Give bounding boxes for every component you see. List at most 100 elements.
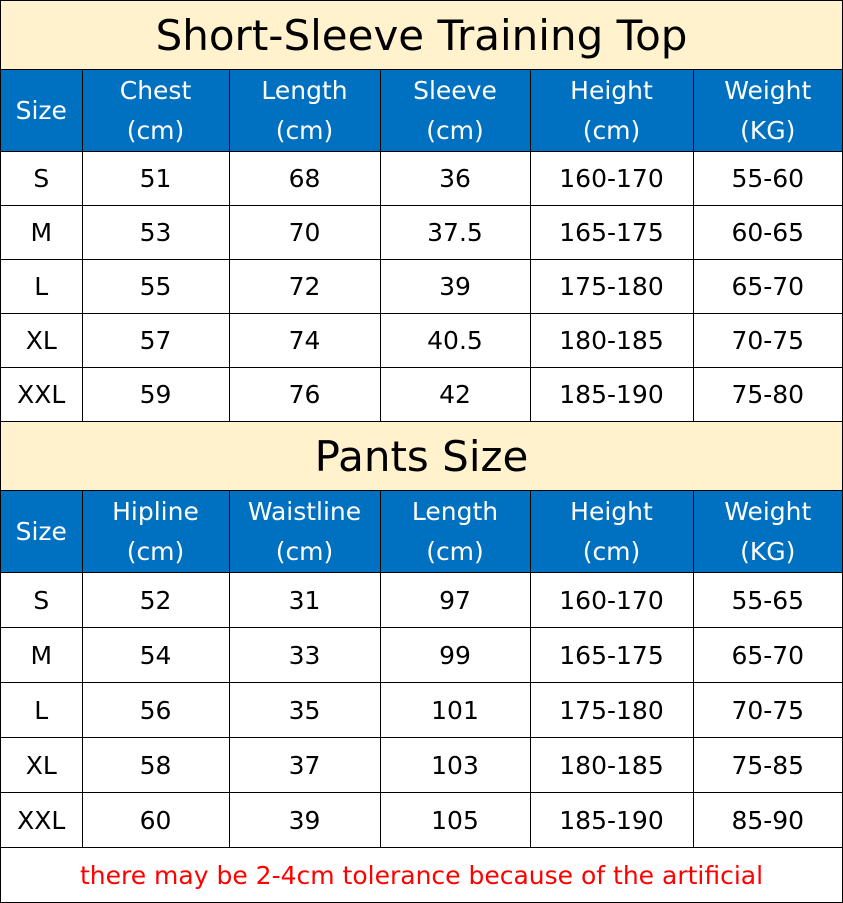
size-cell: L xyxy=(1,259,83,314)
top-title-row: Short-Sleeve Training Top xyxy=(1,1,843,70)
table-row: S 52 31 97 160-170 55-65 xyxy=(1,572,843,628)
size-cell: S xyxy=(1,572,83,628)
value-cell: 33 xyxy=(228,627,381,683)
size-cell: XL xyxy=(1,737,83,793)
column-header: Height (cm) xyxy=(529,69,694,152)
value-cell: 185-190 xyxy=(529,367,694,422)
size-cell: XXL xyxy=(1,367,83,422)
table-row: S 51 68 36 160-170 55-60 xyxy=(1,151,843,206)
header-unit: (cm) xyxy=(582,115,641,145)
value-cell: 101 xyxy=(379,682,531,738)
header-unit: (cm) xyxy=(275,536,334,566)
header-label: Size xyxy=(15,95,67,125)
value-cell: 105 xyxy=(379,792,531,848)
value-cell: 54 xyxy=(81,627,230,683)
size-cell: M xyxy=(1,627,83,683)
size-cell: L xyxy=(1,682,83,738)
column-header: Weight (KG) xyxy=(692,69,843,152)
table-row: L 55 72 39 175-180 65-70 xyxy=(1,259,843,314)
value-cell: 51 xyxy=(81,151,230,206)
header-unit: (cm) xyxy=(426,536,484,566)
value-cell: 70 xyxy=(228,205,381,260)
value-cell: 97 xyxy=(379,572,531,628)
value-cell: 74 xyxy=(228,313,381,368)
header-label: Length xyxy=(261,75,348,105)
header-unit: (KG) xyxy=(740,536,796,566)
value-cell: 75-85 xyxy=(692,737,843,793)
value-cell: 55-65 xyxy=(692,572,843,628)
table-row: XL 58 37 103 180-185 75-85 xyxy=(1,737,843,793)
column-header: Hipline (cm) xyxy=(81,490,230,573)
tolerance-note: there may be 2-4cm tolerance because of … xyxy=(1,847,843,902)
table-row: XL 57 74 40.5 180-185 70-75 xyxy=(1,313,843,368)
value-cell: 52 xyxy=(81,572,230,628)
value-cell: 60-65 xyxy=(692,205,843,260)
header-unit: (cm) xyxy=(126,115,185,145)
header-label: Sleeve xyxy=(413,75,497,105)
column-header: Chest (cm) xyxy=(81,69,230,152)
value-cell: 37 xyxy=(228,737,381,793)
header-unit: (cm) xyxy=(275,115,334,145)
header-label: Size xyxy=(15,516,67,546)
column-header: Size xyxy=(1,69,83,152)
value-cell: 56 xyxy=(81,682,230,738)
table-row: M 53 70 37.5 165-175 60-65 xyxy=(1,205,843,260)
footer-row: there may be 2-4cm tolerance because of … xyxy=(1,847,843,902)
top-header-row: Size Chest (cm) Length (cm) Sleeve (cm) Height (… xyxy=(1,69,843,152)
value-cell: 35 xyxy=(228,682,381,738)
value-cell: 165-175 xyxy=(529,205,694,260)
table-row: L 56 35 101 175-180 70-75 xyxy=(1,682,843,738)
header-unit: (cm) xyxy=(126,536,185,566)
header-label: Weight xyxy=(724,496,812,526)
value-cell: 175-180 xyxy=(529,682,694,738)
table-row: XXL 59 76 42 185-190 75-80 xyxy=(1,367,843,422)
value-cell: 76 xyxy=(228,367,381,422)
value-cell: 60 xyxy=(81,792,230,848)
pants-header-row: Size Hipline (cm) Waistline (cm) Length (cm) He… xyxy=(1,490,843,573)
pants-title: Pants Size xyxy=(1,421,843,491)
value-cell: 55-60 xyxy=(692,151,843,206)
size-cell: S xyxy=(1,151,83,206)
header-label: Height xyxy=(570,75,653,105)
header-label: Chest xyxy=(119,75,192,105)
header-label: Height xyxy=(570,496,653,526)
value-cell: 75-80 xyxy=(692,367,843,422)
value-cell: 55 xyxy=(81,259,230,314)
header-label: Hipline xyxy=(112,496,199,526)
column-header: Length (cm) xyxy=(379,490,531,573)
column-header: Sleeve (cm) xyxy=(379,69,531,152)
value-cell: 59 xyxy=(81,367,230,422)
value-cell: 165-175 xyxy=(529,627,694,683)
value-cell: 175-180 xyxy=(529,259,694,314)
value-cell: 39 xyxy=(379,259,531,314)
value-cell: 40.5 xyxy=(379,313,531,368)
size-cell: XXL xyxy=(1,792,83,848)
value-cell: 65-70 xyxy=(692,627,843,683)
value-cell: 31 xyxy=(228,572,381,628)
value-cell: 99 xyxy=(379,627,531,683)
value-cell: 185-190 xyxy=(529,792,694,848)
value-cell: 70-75 xyxy=(692,313,843,368)
column-header: Size xyxy=(1,490,83,573)
value-cell: 180-185 xyxy=(529,737,694,793)
value-cell: 42 xyxy=(379,367,531,422)
column-header: Waistline (cm) xyxy=(228,490,381,573)
value-cell: 72 xyxy=(228,259,381,314)
value-cell: 37.5 xyxy=(379,205,531,260)
column-header: Weight (KG) xyxy=(692,490,843,573)
size-cell: M xyxy=(1,205,83,260)
header-label: Waistline xyxy=(247,496,362,526)
header-label: Weight xyxy=(724,75,812,105)
header-unit: (KG) xyxy=(740,115,796,145)
value-cell: 180-185 xyxy=(529,313,694,368)
column-header: Height (cm) xyxy=(529,490,694,573)
value-cell: 85-90 xyxy=(692,792,843,848)
value-cell: 160-170 xyxy=(529,151,694,206)
value-cell: 103 xyxy=(379,737,531,793)
value-cell: 70-75 xyxy=(692,682,843,738)
size-cell: XL xyxy=(1,313,83,368)
value-cell: 65-70 xyxy=(692,259,843,314)
table-row: M 54 33 99 165-175 65-70 xyxy=(1,627,843,683)
